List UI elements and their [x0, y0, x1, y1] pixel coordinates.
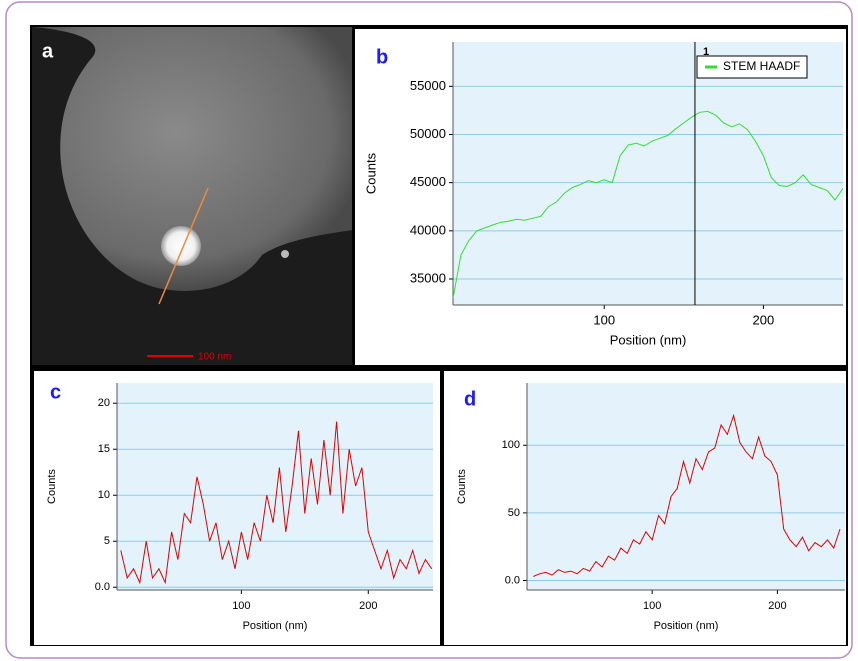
x-tick-label: 100 [593, 312, 615, 327]
legend-box [696, 55, 808, 79]
plot-area [527, 383, 845, 590]
data-line [533, 413, 841, 577]
y-tick-label: 10 [98, 489, 110, 501]
x-axis-label: Position (nm) [610, 332, 687, 347]
chart-panel: 35000 40000 45000 50000 55000 100 200 1 STEM HAA… [355, 29, 846, 365]
panel-label: d [464, 388, 476, 410]
plot-area [117, 383, 433, 590]
x-tick-label: 200 [768, 600, 786, 612]
x-tick-label: 100 [643, 600, 661, 612]
y-axis-label: Counts [46, 469, 58, 504]
x-axis-label: Position (nm) [654, 620, 719, 632]
small-particle [281, 250, 289, 258]
panel-label: a [42, 40, 54, 62]
y-tick-label: 45000 [410, 174, 446, 189]
chart-panel: 0.0 50 100 100 200 Position (nm) Counts d [444, 371, 846, 645]
y-tick-label: 20 [98, 397, 110, 409]
data-line [452, 110, 844, 299]
panel-label: b [376, 46, 388, 68]
x-axis-label: Position (nm) [243, 620, 308, 632]
y-tick-label: 5 [104, 535, 110, 547]
y-tick-label: 0.0 [95, 581, 110, 593]
legend-label: STEM HAADF [723, 59, 800, 73]
y-tick-label: 55000 [410, 78, 446, 93]
y-tick-label: 15 [98, 443, 110, 455]
data-line [120, 421, 433, 585]
y-tick-label: 40000 [410, 222, 446, 237]
chart-panel: 0.0 5 10 15 20 100 200 Position (nm) Counts c [34, 371, 440, 645]
y-tick-label: 50000 [410, 126, 446, 141]
x-tick-label: 200 [359, 600, 377, 612]
panel-label: c [50, 381, 61, 403]
y-tick-label: 50 [508, 507, 520, 519]
x-tick-label: 200 [753, 312, 775, 327]
cursor-label: 1 [703, 46, 709, 58]
y-tick-label: 35000 [410, 270, 446, 285]
plot-area [453, 42, 843, 305]
y-tick-label: 100 [502, 439, 520, 451]
y-axis-label: Counts [363, 152, 378, 194]
cell-region [32, 27, 352, 291]
scan-line [158, 187, 209, 305]
scale-bar-label: 100 nm [198, 352, 231, 363]
y-tick-label: 0.0 [505, 574, 520, 586]
nanoparticle [161, 226, 201, 266]
image-panel: 100 nm a [32, 27, 352, 365]
x-tick-label: 100 [232, 600, 250, 612]
y-axis-label: Counts [456, 469, 468, 504]
